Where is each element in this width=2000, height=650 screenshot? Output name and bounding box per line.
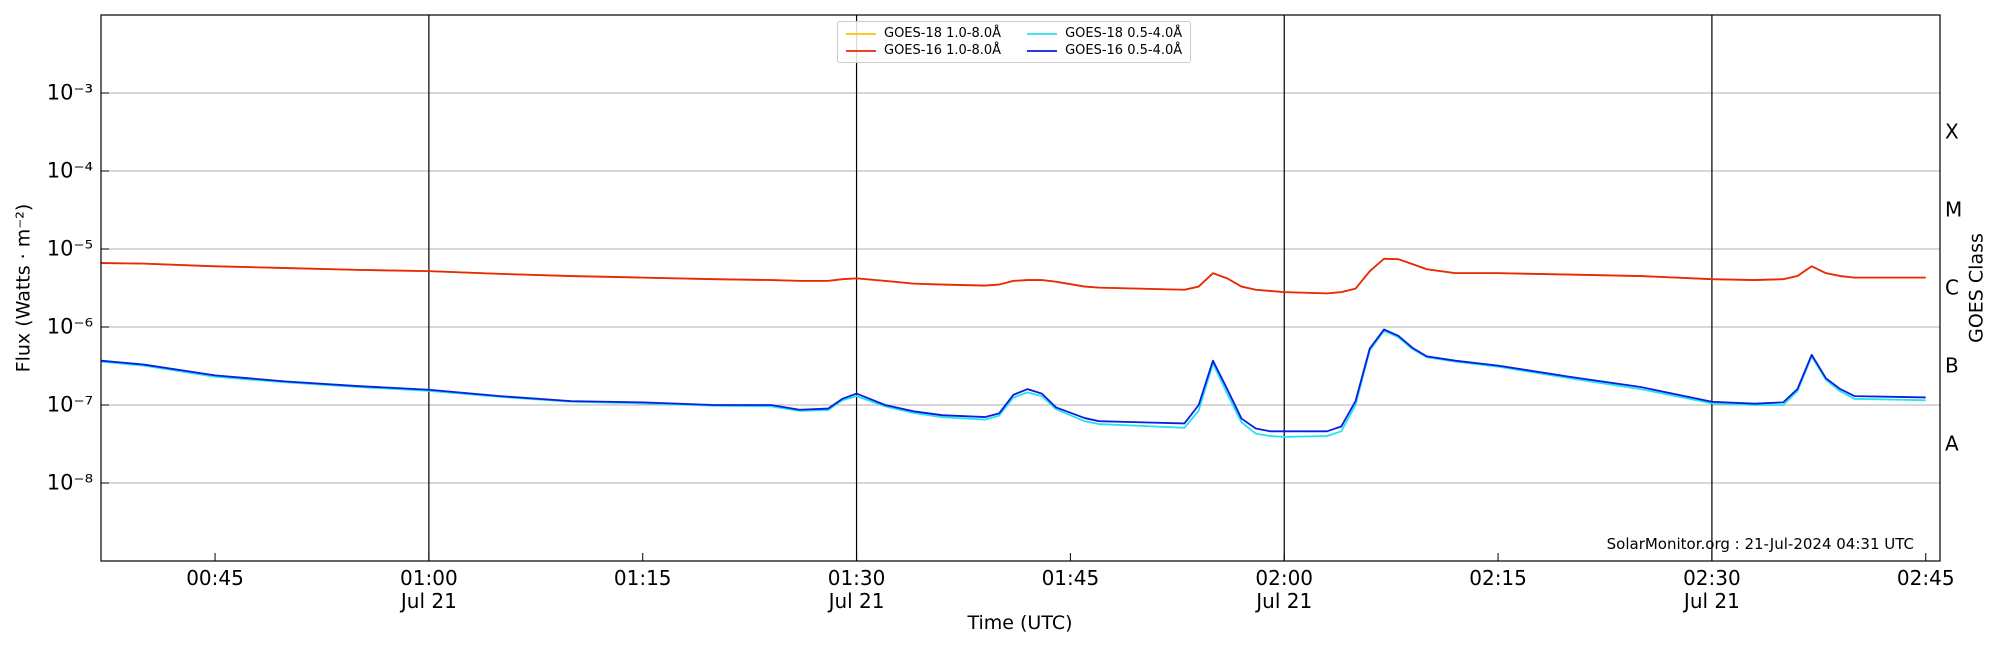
x-tick-label: 01:00 Jul 21 (400, 566, 458, 613)
legend-label: GOES-16 0.5-4.0Å (1065, 43, 1183, 58)
y2-tick-label: M (1945, 197, 1963, 222)
x-tick-label: 00:45 (186, 566, 244, 590)
y-tick-label: 10⁻⁵ (46, 236, 93, 261)
x-tick-label: 02:30 Jul 21 (1683, 566, 1741, 613)
x-tick-label: 01:30 Jul 21 (827, 566, 886, 613)
legend-entry: GOES-16 1.0-8.0Å (846, 43, 1001, 58)
legend-entry: GOES-18 0.5-4.0Å (1027, 26, 1182, 41)
y-tick-label: 10⁻³ (46, 80, 93, 105)
series-line (100, 257, 1926, 295)
y2-tick-label: B (1945, 353, 1959, 378)
y2-tick-label: A (1945, 431, 1959, 456)
legend-entry: GOES-16 0.5-4.0Å (1027, 43, 1182, 58)
plot-frame (100, 14, 1941, 562)
x-tick-label: 02:45 (1896, 566, 1955, 590)
y2-tick-label: X (1945, 119, 1959, 144)
legend-swatch (846, 49, 876, 52)
y2-tick-label: C (1945, 275, 1959, 300)
series-line (100, 328, 1926, 433)
x-axis-label: Time (UTC) (967, 612, 1073, 634)
y-tick-label: 10⁻⁸ (46, 470, 93, 495)
x-tick-label: 01:15 (613, 566, 672, 590)
x-tick-label: 02:00 Jul 21 (1255, 566, 1314, 613)
series-line (100, 330, 1926, 438)
y-tick-label: 10⁻⁴ (46, 158, 93, 183)
legend-swatch (1027, 32, 1058, 35)
legend-label: GOES-18 0.5-4.0Å (1065, 26, 1183, 41)
legend-swatch (1027, 49, 1058, 52)
annotation: SolarMonitor.org : 21-Jul-2024 04:31 UTC (1606, 535, 1914, 553)
legend-label: GOES-18 1.0-8.0Å (884, 26, 1002, 41)
x-tick-label: 01:45 (1041, 566, 1100, 590)
legend-label: GOES-16 1.0-8.0Å (884, 43, 1002, 58)
y-tick-label: 10⁻⁶ (46, 314, 93, 339)
y-axis-label: Flux (Watts · m⁻²) (12, 203, 35, 373)
x-tick-label: 02:15 (1469, 566, 1527, 590)
y2-axis-label: GOES Class (1965, 233, 1988, 343)
legend-swatch (846, 32, 876, 35)
legend-entry: GOES-18 1.0-8.0Å (846, 26, 1001, 41)
y-tick-label: 10⁻⁷ (46, 392, 93, 417)
legend: GOES-18 1.0-8.0Å GOES-16 1.0-8.0Å GOES-18 … (837, 21, 1192, 63)
